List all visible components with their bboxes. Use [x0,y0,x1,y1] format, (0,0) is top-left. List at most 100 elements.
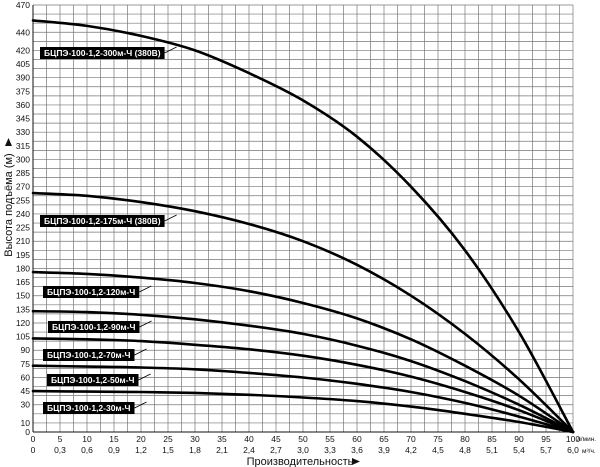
y-tick-label: 150 [16,291,30,301]
y-tick-labels: 010 30 45 60 75 90 105 120 135 150 165 180 195 210 225… [16,0,30,437]
series-label: БЦПЭ-100-1,2-50м-Ч [47,373,151,386]
series-label: БЦПЭ-100-1,2-30м-Ч [43,401,147,414]
series-label-box [43,349,135,361]
x2-tick-label: 3,9 [378,445,390,455]
y-tick-label: 345 [16,114,30,124]
x-tick-label: 40 [244,434,254,444]
y-tick-label: 75 [21,359,31,369]
y-tick-label: 255 [16,195,30,205]
x-tick-label: 0 [31,434,36,444]
x2-tick-label: 5,7 [540,445,552,455]
x2-tick-labels: 0 0,3 0,6 0,9 1,2 1,5 1,8 2,1 2,4 2,7 3,0 3,3 3,6 3,9… [31,445,580,455]
series-label-leader [139,285,152,293]
series-label-box [40,215,165,227]
x-tick-label: 55 [325,434,335,444]
series-label-leader [134,348,147,356]
series-curves [31,19,575,434]
x2-tick-label: 4,5 [432,445,444,455]
y-tick-label: 470 [16,0,30,10]
series-label: БЦПЭ-100-1,2-70м-Ч [43,348,147,361]
y-tick-label: 210 [16,236,30,246]
x-tick-label: 65 [379,434,389,444]
x2-tick-label: 6,0 [567,445,579,455]
series-label-text: БЦПЭ-100-1,2-175м-Ч (380В) [44,216,161,226]
series-label: БЦПЭ-100-1,2-120м-Ч [43,285,152,298]
x2-tick-label: 2,1 [216,445,228,455]
x-tick-label: 80 [460,434,470,444]
y-tick-label: 240 [16,209,30,219]
series-line [31,309,575,434]
x-tick-label: 50 [298,434,308,444]
y-tick-label: 180 [16,263,30,273]
series-line [31,19,575,434]
series-labels: БЦПЭ-100-1,2-300м-Ч (380В) БЦПЭ-100-1,2-1… [40,46,177,414]
y-tick-label: 195 [16,250,30,260]
x-axis-title: Производительность [247,456,354,467]
series-label-text: БЦПЭ-100-1,2-300м-Ч (380В) [44,48,161,58]
series-label-text: БЦПЭ-100-1,2-70м-Ч [47,350,131,360]
y-tick-label: 105 [16,332,30,342]
x-tick-label: 70 [406,434,416,444]
x-tick-label: 20 [136,434,146,444]
x-tick-label: 85 [487,434,497,444]
series-label-text: БЦПЭ-100-1,2-120м-Ч [47,287,135,297]
series-label: БЦПЭ-100-1,2-175м-Ч (380В) [40,214,177,227]
x-tick-label: 95 [541,434,551,444]
x2-tick-label: 0,3 [54,445,66,455]
x-tick-label: 90 [514,434,524,444]
y-tick-label: 120 [16,318,30,328]
y-tick-label: 330 [16,127,30,137]
x2-tick-label: 3,3 [324,445,336,455]
series-line [31,389,575,434]
y-tick-label: 360 [16,100,30,110]
series-label-leader [164,214,177,222]
series-line [31,337,575,434]
series-line [31,191,575,434]
y-tick-label: 165 [16,277,30,287]
series-label-leader [164,46,177,54]
x2-tick-label: 4,8 [459,445,471,455]
x2-tick-label: 4,2 [405,445,417,455]
x2-tick-label: 3,6 [351,445,363,455]
x2-tick-label: 0,6 [81,445,93,455]
x2-tick-label: 1,5 [162,445,174,455]
y-tick-label: 0 [25,427,30,437]
x-tick-label: 30 [190,434,200,444]
x-tick-label: 25 [163,434,173,444]
x2-tick-label: 2,7 [270,445,282,455]
series-label-box [40,47,165,59]
series-line [31,364,575,434]
series-label-text: БЦПЭ-100-1,2-90м-Ч [52,322,136,332]
series-label-box [48,321,140,333]
y-tick-label: 375 [16,86,30,96]
y-tick-label: 90 [21,345,31,355]
series-label-box [43,402,135,414]
series-label-leader [138,373,151,381]
series-label: БЦПЭ-100-1,2-300м-Ч (380В) [40,46,177,59]
x2-unit-label: м³/ч. [582,448,596,455]
y-tick-label: 315 [16,141,30,151]
x-tick-label: 100 [566,434,580,444]
x2-tick-label: 5,4 [513,445,525,455]
y-tick-label: 285 [16,168,30,178]
x-tick-label: 60 [352,434,362,444]
y-tick-label: 60 [21,372,31,382]
y-tick-label: 45 [21,386,31,396]
y-tick-label: 270 [16,182,30,192]
x2-tick-label: 3,0 [297,445,309,455]
x-tick-labels: 0 5 10 15 20 25 30 35 40 45 50 55 60 65 70 75 80 85 90 95 10… [31,434,581,444]
series-label-leader [134,401,147,409]
series-label-text: БЦПЭ-100-1,2-50м-Ч [51,375,135,385]
x2-tick-label: 0 [31,445,36,455]
x-tick-label: 10 [82,434,92,444]
y-tick-label: 225 [16,223,30,233]
x-tick-label: 75 [433,434,443,444]
axes [32,5,573,433]
x2-tick-label: 0,9 [108,445,120,455]
y-tick-label: 440 [16,27,30,37]
series-label-leader [139,320,152,328]
y-axis-arrow-icon [5,138,12,146]
x-unit-label: л/мин. [577,436,596,443]
x2-tick-label: 1,2 [135,445,147,455]
